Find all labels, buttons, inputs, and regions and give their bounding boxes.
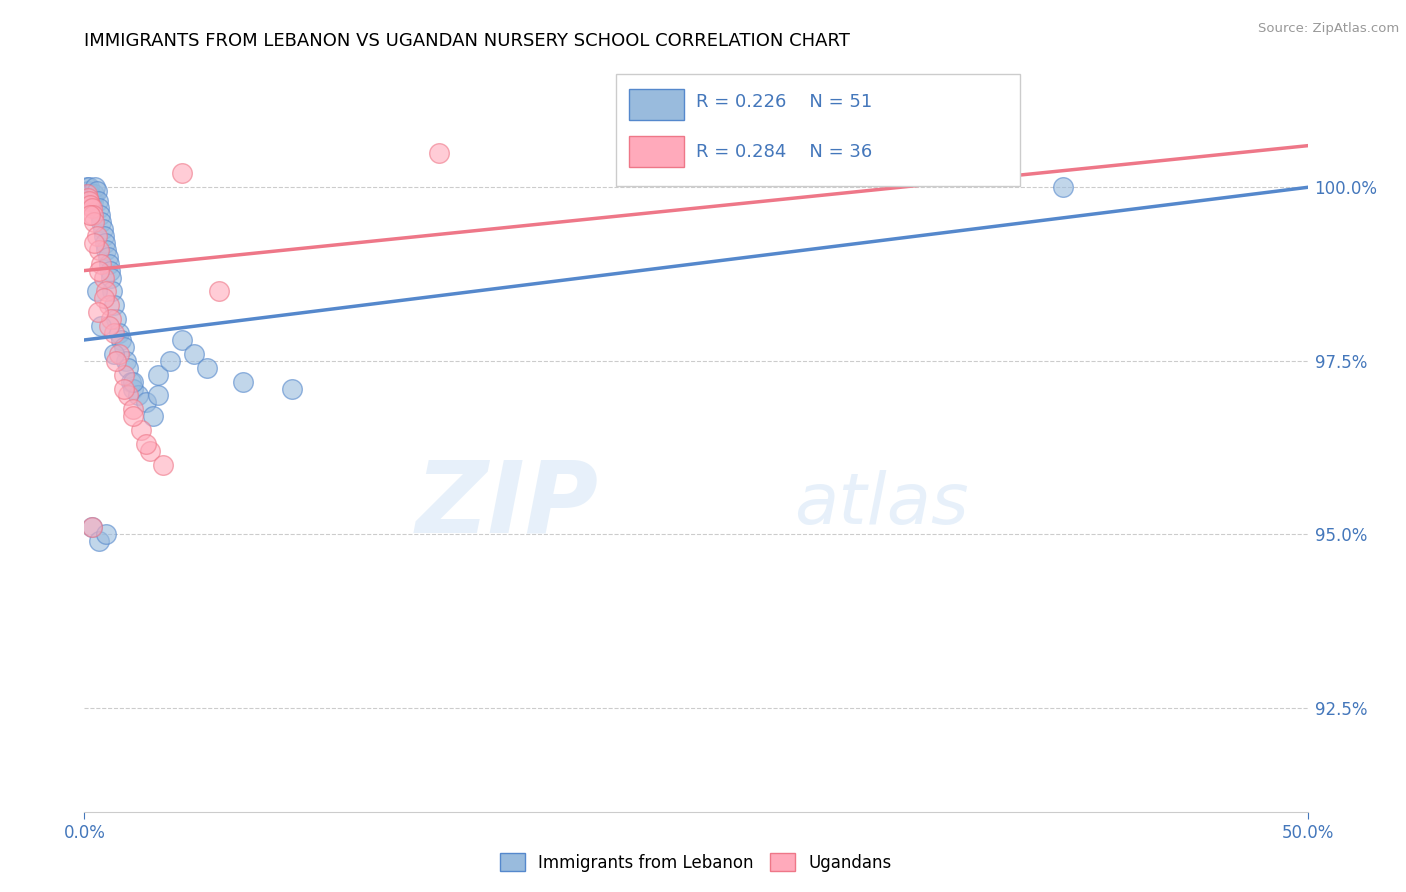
Point (80, 520, 103, 534)
Point (103, 347, 125, 361)
Point (135, 437, 157, 451)
Point (103, 326, 125, 340)
Point (91, 222, 114, 236)
Point (281, 382, 304, 396)
Point (107, 347, 129, 361)
Point (77, 180, 100, 194)
Point (87, 305, 110, 319)
Bar (628, 136, 683, 168)
Point (110, 333, 132, 347)
Text: ZIP: ZIP (415, 456, 598, 553)
Point (105, 353, 128, 368)
Point (172, 333, 194, 347)
Point (122, 402, 145, 417)
Point (97, 298, 120, 312)
Point (103, 298, 125, 312)
Text: atlas: atlas (794, 470, 969, 539)
Point (96, 243, 118, 257)
Point (1052, 180, 1074, 194)
Point (117, 360, 139, 375)
Point (152, 458, 174, 472)
Point (117, 388, 139, 402)
Point (93, 291, 115, 305)
Point (122, 382, 145, 396)
Point (427, 145, 450, 160)
Legend: Immigrants from Lebanon, Ugandans: Immigrants from Lebanon, Ugandans (494, 847, 898, 879)
Text: Source: ZipAtlas.com: Source: ZipAtlas.com (1258, 22, 1399, 36)
Point (115, 353, 138, 368)
Point (87, 263, 110, 277)
Point (129, 423, 152, 437)
Point (195, 360, 218, 375)
Point (146, 368, 169, 382)
Point (146, 388, 169, 402)
Text: R = 0.226    N = 51: R = 0.226 N = 51 (696, 93, 872, 112)
Point (82, 208, 104, 222)
Point (79, 187, 101, 202)
Point (84, 180, 107, 194)
Point (86, 285, 108, 299)
Point (77, 191, 100, 205)
Point (80, 191, 103, 205)
Point (107, 326, 129, 340)
Point (122, 409, 145, 424)
Point (208, 285, 231, 299)
Point (90, 257, 112, 271)
Text: R = 0.284    N = 36: R = 0.284 N = 36 (696, 143, 872, 161)
Point (120, 375, 142, 389)
Point (139, 444, 162, 458)
Point (76, 180, 98, 194)
Point (83, 187, 105, 202)
Point (127, 388, 149, 402)
Point (82, 194, 104, 209)
Point (96, 285, 118, 299)
Point (86, 184, 108, 198)
Point (87, 201, 110, 215)
Point (96, 527, 118, 541)
Point (90, 319, 112, 334)
Point (93, 270, 115, 285)
Point (172, 166, 194, 180)
Point (112, 340, 135, 354)
Point (80, 201, 103, 215)
Point (89, 208, 111, 222)
Point (98, 263, 121, 277)
Point (83, 235, 105, 250)
Point (77, 194, 100, 209)
Point (76, 187, 98, 202)
Point (86, 228, 108, 243)
Point (94, 235, 117, 250)
Point (97, 257, 120, 271)
Point (87, 194, 110, 209)
Point (80, 520, 103, 534)
Point (100, 270, 122, 285)
Point (83, 215, 105, 229)
Point (183, 347, 205, 361)
Text: IMMIGRANTS FROM LEBANON VS UGANDAN NURSERY SCHOOL CORRELATION CHART: IMMIGRANTS FROM LEBANON VS UGANDAN NURSE… (84, 32, 851, 50)
Point (135, 395, 157, 409)
Point (93, 228, 115, 243)
Point (97, 250, 120, 264)
Point (112, 382, 135, 396)
Point (79, 208, 101, 222)
Point (105, 312, 128, 326)
Point (112, 368, 135, 382)
FancyBboxPatch shape (616, 74, 1021, 186)
Point (142, 409, 165, 424)
Bar (628, 88, 683, 120)
Point (79, 197, 101, 211)
Point (232, 375, 254, 389)
Point (87, 243, 110, 257)
Point (97, 319, 120, 334)
Point (122, 375, 145, 389)
Point (77, 184, 100, 198)
Point (101, 285, 124, 299)
Point (100, 312, 122, 326)
Point (159, 353, 181, 368)
Point (90, 215, 112, 229)
Point (87, 534, 110, 549)
